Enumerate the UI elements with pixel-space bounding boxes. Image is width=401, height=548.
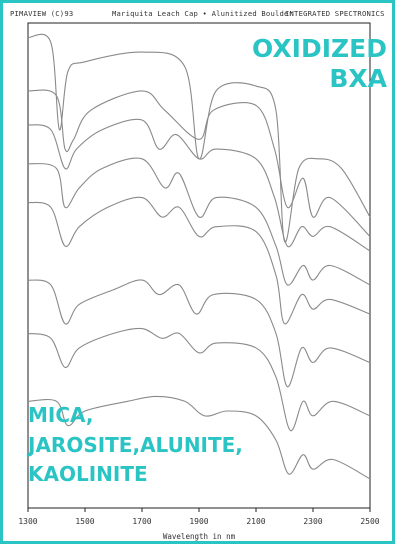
overlay-top-line-2: BXA xyxy=(329,64,387,93)
x-axis-label: Wavelength in nm xyxy=(163,532,236,541)
spectrum-line-5 xyxy=(27,196,371,325)
overlay-bottom-line-1: MICA, xyxy=(28,403,94,427)
x-tick-label-2100: 2100 xyxy=(246,517,265,526)
x-tick-label-1700: 1700 xyxy=(132,517,151,526)
x-tick-label-2500: 2500 xyxy=(360,517,379,526)
spectrum-line-7 xyxy=(27,327,371,431)
overlay-top-line-1: OXIDIZED xyxy=(252,34,387,63)
x-tick-label-2300: 2300 xyxy=(303,517,322,526)
header-left: PIMAVIEW (C)93 xyxy=(10,9,74,18)
spectrum-line-8 xyxy=(27,395,371,480)
x-tick-label-1300: 1300 xyxy=(18,517,37,526)
spectrum-line-4 xyxy=(27,157,371,286)
oxidized-bxa-label: OXIDIZED BXA xyxy=(187,34,387,94)
spectrum-line-1 xyxy=(27,33,371,243)
spectrum-line-2 xyxy=(27,89,371,237)
header-center: Mariquita Leach Cap • Alunitized Boulder xyxy=(112,9,294,18)
header-right: INTEGRATED SPECTRONICS xyxy=(285,9,385,18)
x-tick-label-1500: 1500 xyxy=(75,517,94,526)
spectrum-line-6 xyxy=(27,279,371,388)
mineral-list-label: MICA, JAROSITE,ALUNITE, KAOLINITE xyxy=(28,401,243,490)
chart-frame xyxy=(0,0,395,544)
spectrum-line-3 xyxy=(27,118,371,252)
overlay-bottom-line-3: KAOLINITE xyxy=(28,462,148,486)
x-tick-label-1900: 1900 xyxy=(189,517,208,526)
overlay-bottom-line-2: JAROSITE,ALUNITE, xyxy=(28,432,243,457)
